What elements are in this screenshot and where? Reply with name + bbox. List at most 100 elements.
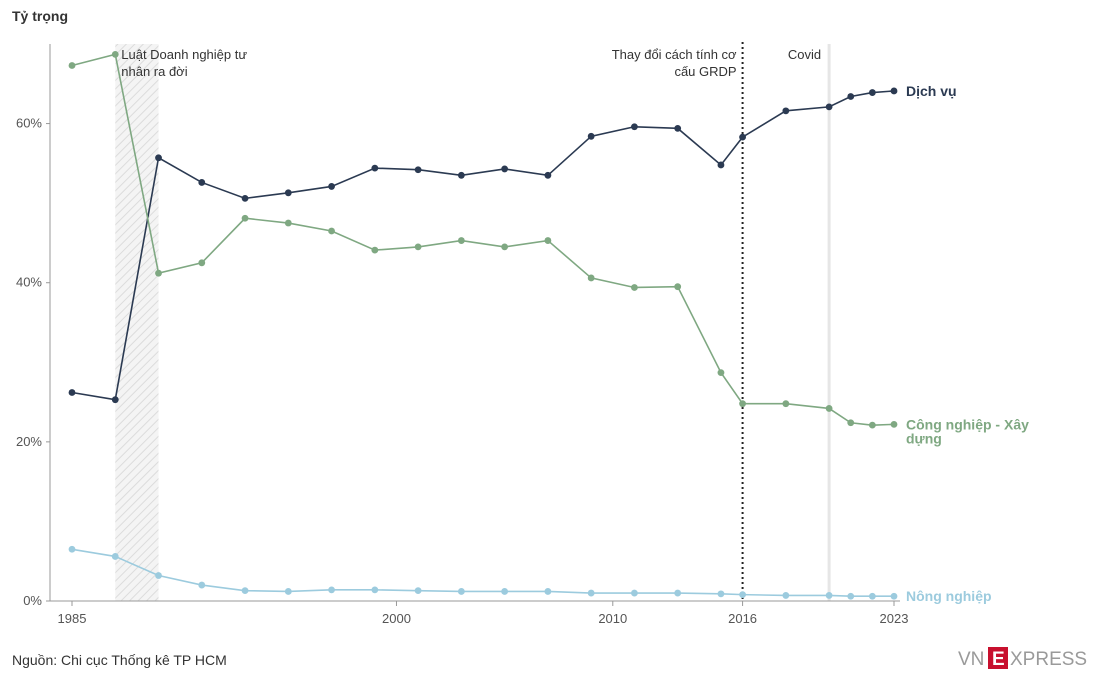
data-point — [890, 87, 898, 95]
data-point — [111, 396, 119, 404]
data-point — [587, 132, 595, 140]
data-point — [544, 237, 552, 244]
data-point — [847, 419, 855, 427]
logo-e-text: E — [992, 649, 1005, 670]
data-point — [544, 171, 552, 179]
data-point — [782, 592, 790, 599]
data-point — [631, 589, 638, 597]
y-tick-label: 60% — [16, 116, 42, 131]
annotation-text: Luật Doanh nghiệp tư — [121, 47, 247, 62]
data-point — [717, 369, 725, 377]
data-point — [68, 545, 76, 553]
logo-xpress-text: XPRESS — [1010, 649, 1087, 670]
data-point — [198, 259, 206, 267]
axes-layer: 0% 20% 40% 60% 1985 2000 2010 2016 2023 — [16, 44, 908, 626]
x-tick-label: 2016 — [728, 611, 757, 626]
data-point — [155, 154, 162, 162]
series-layer — [68, 50, 898, 600]
data-point — [328, 227, 335, 235]
data-point — [587, 589, 595, 597]
x-tick-label: 1985 — [58, 611, 87, 626]
y-tick-label: 40% — [16, 275, 42, 290]
annotation-text: cấu GRDP — [674, 64, 736, 79]
x-tick-label: 2023 — [880, 611, 909, 626]
data-point — [328, 183, 335, 190]
series-line — [71, 53, 895, 426]
series-label: Công nghiệp - Xây — [906, 416, 1029, 432]
series-line — [71, 548, 894, 598]
data-point — [155, 572, 162, 579]
data-point — [825, 405, 833, 412]
data-point — [717, 161, 725, 169]
source-note: Nguồn: Chi cục Thống kê TP HCM — [12, 652, 227, 668]
data-point — [111, 553, 119, 560]
data-point — [284, 219, 292, 227]
data-point — [457, 237, 465, 244]
data-point — [739, 400, 746, 408]
data-point — [328, 586, 335, 594]
data-point — [371, 246, 379, 254]
data-point — [501, 243, 509, 251]
data-point — [868, 421, 876, 429]
data-point — [284, 189, 292, 197]
data-point — [782, 400, 790, 408]
data-point — [155, 269, 162, 277]
data-point — [631, 123, 638, 131]
series-label: Dịch vụ — [906, 83, 957, 99]
data-point — [284, 588, 292, 595]
logo-vn-text: VN — [958, 649, 984, 670]
data-point — [371, 586, 379, 594]
data-point — [587, 274, 595, 282]
data-point — [198, 581, 206, 589]
data-point — [739, 591, 746, 599]
data-point — [847, 592, 855, 600]
data-point — [674, 124, 682, 132]
data-point — [739, 133, 746, 141]
data-point — [674, 283, 682, 291]
data-point — [457, 171, 465, 179]
logo-e-box — [988, 647, 1008, 669]
data-point — [241, 194, 249, 202]
data-point — [68, 62, 76, 69]
data-point — [457, 588, 465, 595]
data-point — [414, 166, 422, 174]
data-point — [371, 164, 379, 172]
y-tick-label: 0% — [23, 593, 42, 608]
data-point — [782, 107, 790, 115]
x-tick-label: 2000 — [382, 611, 411, 626]
y-tick-label: 20% — [16, 434, 42, 449]
data-point — [501, 165, 509, 173]
y-axis-title: Tỷ trọng — [12, 8, 68, 24]
data-point — [890, 420, 898, 428]
data-point — [501, 588, 509, 595]
data-point — [631, 284, 638, 291]
data-point — [825, 592, 833, 599]
vnexpress-logo: VN E XPRESS — [958, 647, 1087, 670]
data-point — [241, 214, 249, 222]
x-tick-label: 2010 — [598, 611, 627, 626]
data-point — [825, 103, 833, 111]
data-point — [414, 243, 422, 251]
data-point — [241, 587, 249, 595]
data-point — [68, 389, 76, 396]
data-point — [544, 588, 552, 595]
annotation-layer: Luật Doanh nghiệp tư nhân ra đời Thay đổi … — [115, 42, 831, 601]
series-line — [71, 90, 895, 401]
data-point — [847, 93, 855, 100]
data-point — [414, 587, 422, 595]
series-label: Nông nghiệp — [906, 588, 992, 604]
data-point — [868, 89, 876, 96]
data-point — [890, 592, 898, 600]
annotation-band — [115, 44, 159, 601]
annotation-text: Thay đổi cách tính cơ — [612, 47, 737, 62]
annotation-text: Covid — [788, 47, 821, 62]
data-point — [868, 592, 876, 600]
data-point — [674, 589, 682, 597]
series-label: dựng — [906, 430, 942, 446]
annotation-text: nhân ra đời — [121, 64, 187, 79]
data-point — [717, 590, 725, 598]
data-point — [198, 179, 206, 186]
data-point — [111, 50, 119, 58]
